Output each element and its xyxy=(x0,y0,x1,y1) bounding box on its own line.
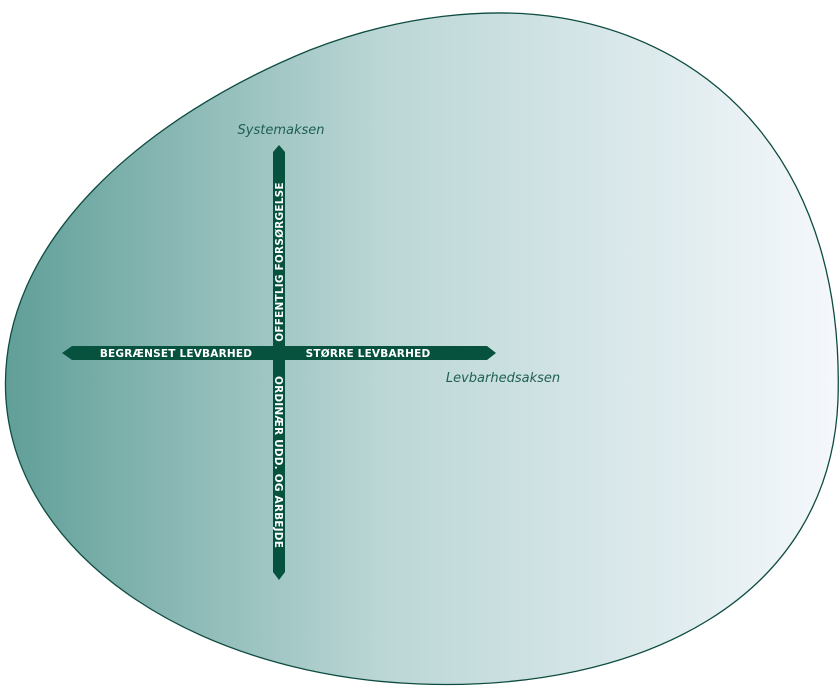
livability-axis-caption: Levbarhedsaksen xyxy=(446,371,560,386)
ordinary-education-work-label: ORDINÆR UDD. OG ARBEJDE xyxy=(272,376,284,548)
greater-livability-label: STØRRE LEVBARHED xyxy=(306,348,431,360)
limited-livability-label: BEGRÆNSET LEVBARHED xyxy=(100,348,252,360)
public-support-label: OFFENTLIG FORSØRGELSE xyxy=(274,182,286,341)
system-axis-caption: Systemaksen xyxy=(238,123,325,138)
livability-axis-arrow xyxy=(62,346,496,360)
system-axis-arrow xyxy=(273,145,285,580)
